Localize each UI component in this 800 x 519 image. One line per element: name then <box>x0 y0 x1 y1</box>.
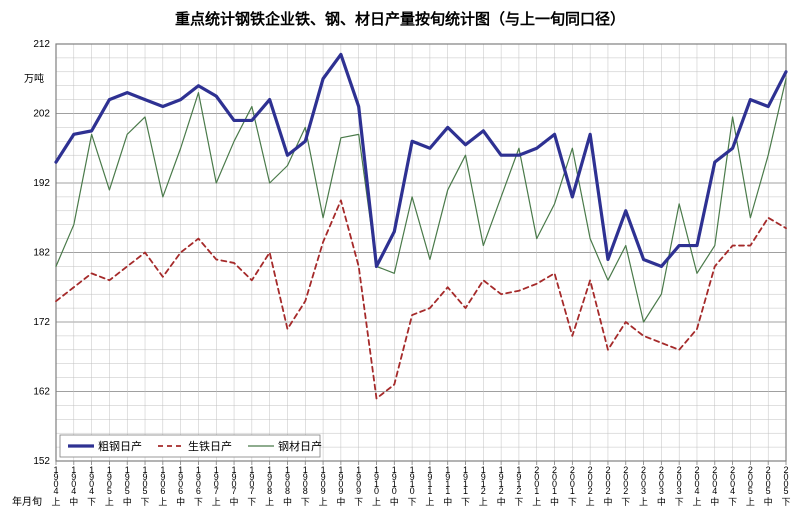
x-tick-label-minor: 上 <box>532 497 541 507</box>
x-tick-label-major: 2004 <box>694 465 699 496</box>
x-tick-label-minor: 下 <box>621 497 630 507</box>
x-tick-label-minor: 上 <box>746 497 755 507</box>
x-tick-label-minor: 上 <box>212 497 221 507</box>
y-tick-label: 212 <box>33 39 50 50</box>
x-tick-label-major: 2005 <box>748 465 753 496</box>
x-tick-label-minor: 中 <box>657 496 666 507</box>
x-tick-label-minor: 中 <box>603 496 612 507</box>
y-tick-label: 202 <box>33 109 50 120</box>
x-tick-label-major: 1904 <box>53 465 58 496</box>
x-tick-label-major: 1905 <box>143 465 148 496</box>
x-tick-label-minor: 中 <box>123 496 132 507</box>
x-tick-label-minor: 中 <box>443 496 452 507</box>
x-tick-label-major: 2004 <box>712 465 717 496</box>
x-tick-label-minor: 下 <box>141 497 150 507</box>
x-tick-label-minor: 下 <box>781 497 790 507</box>
x-tick-label-minor: 上 <box>319 497 328 507</box>
x-tick-label-major: 1904 <box>71 465 76 496</box>
x-tick-label-major: 1908 <box>303 465 308 496</box>
x-tick-label-minor: 上 <box>158 497 167 507</box>
x-tick-label-minor: 上 <box>479 497 488 507</box>
x-tick-label-major: 2001 <box>552 465 557 496</box>
x-tick-label-minor: 上 <box>372 497 381 507</box>
x-tick-label-minor: 上 <box>692 497 701 507</box>
x-tick-label-major: 2002 <box>605 465 610 496</box>
chart-title: 重点统计钢铁企业铁、钢、材日产量按旬统计图（与上一旬同口径） <box>175 10 625 28</box>
x-tick-label-major: 2004 <box>730 465 735 496</box>
x-tick-label-major: 2003 <box>677 465 682 496</box>
x-tick-label-major: 1906 <box>178 465 183 496</box>
x-tick-label-major: 1904 <box>89 465 94 496</box>
x-tick-label-major: 1906 <box>160 465 165 496</box>
x-tick-label-minor: 上 <box>265 497 274 507</box>
y-tick-label: 152 <box>33 456 50 467</box>
x-tick-label-minor: 下 <box>87 497 96 507</box>
x-tick-label-minor: 下 <box>194 497 203 507</box>
x-tick-label-major: 1905 <box>107 465 112 496</box>
x-axis-label: 年月旬 <box>12 495 42 508</box>
x-tick-label-minor: 中 <box>176 496 185 507</box>
x-tick-label-minor: 上 <box>425 497 434 507</box>
x-tick-label-major: 1910 <box>392 465 397 496</box>
x-tick-label-major: 1910 <box>374 465 379 496</box>
x-tick-label-major: 1911 <box>445 465 450 496</box>
x-tick-label-minor: 中 <box>390 496 399 507</box>
x-tick-label-major: 2001 <box>534 465 539 496</box>
y-tick-label: 182 <box>33 248 50 259</box>
x-tick-label-minor: 下 <box>408 497 417 507</box>
x-tick-label-minor: 下 <box>354 497 363 507</box>
x-tick-label-major: 1907 <box>214 465 219 496</box>
legend-label: 粗钢日产 <box>98 439 142 453</box>
x-tick-label-minor: 下 <box>675 497 684 507</box>
legend-label: 生铁日产 <box>188 439 232 453</box>
x-tick-label-major: 1905 <box>125 465 130 496</box>
x-tick-label-major: 1912 <box>481 465 486 496</box>
x-tick-label-minor: 下 <box>247 497 256 507</box>
x-tick-label-major: 1907 <box>232 465 237 496</box>
x-tick-label-major: 2005 <box>783 465 788 496</box>
x-tick-label-minor: 中 <box>497 496 506 507</box>
x-tick-label-major: 1909 <box>356 465 361 496</box>
x-tick-label-minor: 上 <box>51 497 60 507</box>
x-tick-label-major: 1912 <box>516 465 521 496</box>
x-tick-label-minor: 下 <box>301 497 310 507</box>
x-tick-label-minor: 中 <box>550 496 559 507</box>
legend-label: 钢材日产 <box>278 439 322 453</box>
x-tick-label-minor: 中 <box>336 496 345 507</box>
x-tick-label-major: 1907 <box>249 465 254 496</box>
x-tick-label-major: 2002 <box>588 465 593 496</box>
y-tick-label: 162 <box>33 387 50 398</box>
x-tick-label-major: 2002 <box>623 465 628 496</box>
x-tick-label-major: 1912 <box>499 465 504 496</box>
x-tick-label-minor: 中 <box>230 496 239 507</box>
x-tick-label-major: 1910 <box>410 465 415 496</box>
chart-svg: 重点统计钢铁企业铁、钢、材日产量按旬统计图（与上一旬同口径） 152 162 172 1… <box>0 0 800 519</box>
x-tick-label-major: 2001 <box>570 465 575 496</box>
x-tick-label-major: 2003 <box>659 465 664 496</box>
x-tick-label-major: 1906 <box>196 465 201 496</box>
x-tick-label-minor: 下 <box>514 497 523 507</box>
x-tick-label-major: 1908 <box>267 465 272 496</box>
x-tick-label-minor: 上 <box>105 497 114 507</box>
x-tick-label-major: 2005 <box>766 465 771 496</box>
x-tick-label-minor: 中 <box>710 496 719 507</box>
x-tick-label-minor: 下 <box>568 497 577 507</box>
x-tick-label-minor: 上 <box>639 497 648 507</box>
x-tick-label-minor: 下 <box>728 497 737 507</box>
x-tick-label-minor: 上 <box>586 497 595 507</box>
x-tick-label-minor: 下 <box>461 497 470 507</box>
x-tick-label-minor: 中 <box>69 496 78 507</box>
y-axis-unit: 万吨 <box>24 72 44 85</box>
y-tick-label: 172 <box>33 317 50 328</box>
x-tick-label-major: 1909 <box>338 465 343 496</box>
x-tick-label-major: 1908 <box>285 465 290 496</box>
x-tick-label-major: 2003 <box>641 465 646 496</box>
x-tick-label-major: 1911 <box>463 465 468 496</box>
x-tick-label-minor: 中 <box>283 496 292 507</box>
x-tick-label-major: 1911 <box>427 465 432 496</box>
y-tick-label: 192 <box>33 178 50 189</box>
x-tick-label-major: 1909 <box>321 465 326 496</box>
x-tick-label-minor: 中 <box>764 496 773 507</box>
